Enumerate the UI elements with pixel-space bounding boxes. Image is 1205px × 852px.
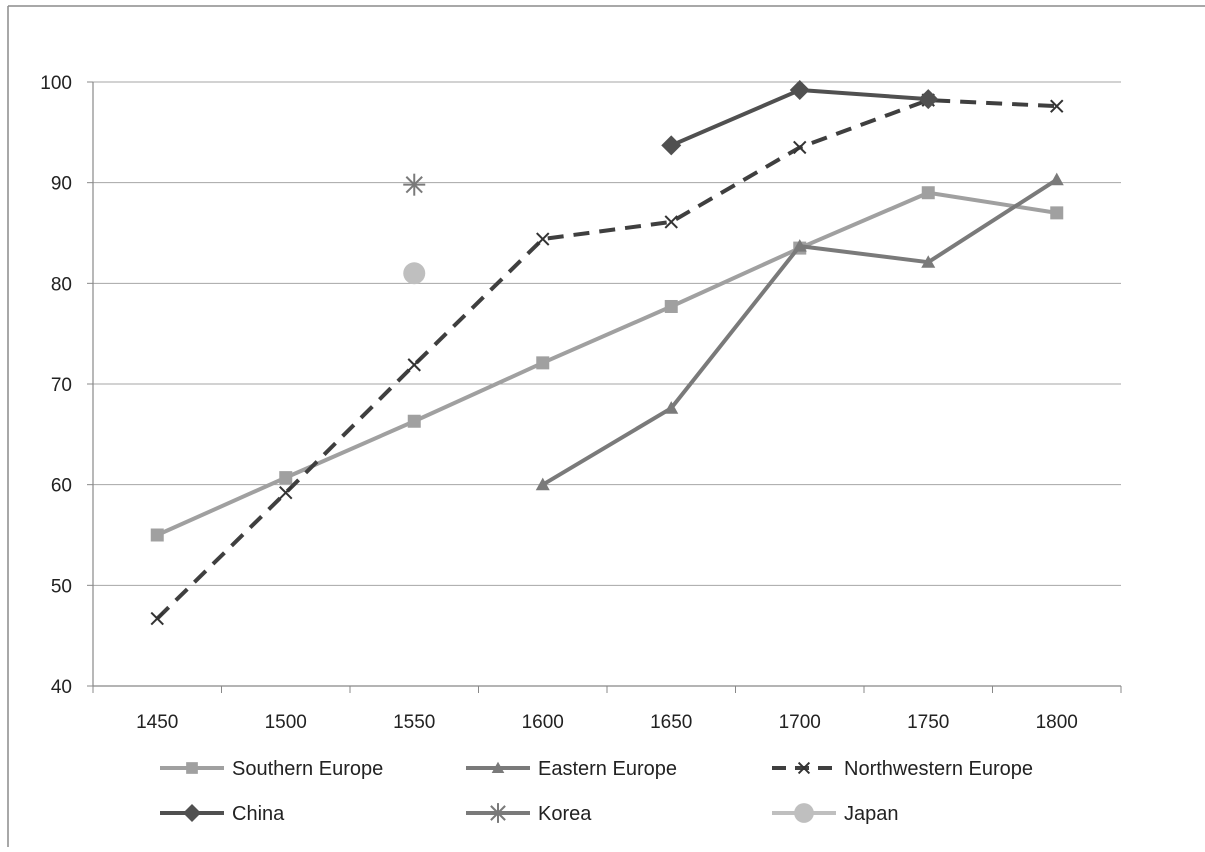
legend-label: Northwestern Europe xyxy=(844,758,1033,780)
data-point-china xyxy=(789,80,810,101)
legend-label: Korea xyxy=(538,803,592,825)
data-point-southern-europe xyxy=(1050,206,1064,220)
data-point-northwestern-europe xyxy=(664,215,678,229)
data-point-southern-europe xyxy=(536,356,550,370)
legend-marker xyxy=(186,762,198,774)
legend-label: China xyxy=(232,803,285,825)
data-point-northwestern-europe xyxy=(793,140,807,155)
data-point-eastern-europe xyxy=(535,477,550,491)
series-line-eastern-europe xyxy=(541,177,1058,487)
data-point-northwestern-europe xyxy=(407,358,421,372)
x-tick-label: 1800 xyxy=(1036,712,1078,733)
legend-marker xyxy=(183,804,201,822)
data-point-eastern-europe xyxy=(664,401,679,414)
y-tick-label: 60 xyxy=(51,476,72,497)
x-tick-label: 1500 xyxy=(265,712,307,733)
legend-item-korea: Korea xyxy=(466,803,592,825)
data-point-northwestern-europe xyxy=(1050,99,1064,113)
data-point-eastern-europe xyxy=(921,255,936,268)
series-line-southern-europe xyxy=(156,190,1058,537)
legend-label: Eastern Europe xyxy=(538,758,677,780)
legend-marker xyxy=(794,803,814,823)
legend-item-eastern-europe: Eastern Europe xyxy=(466,758,677,780)
legend-label: Southern Europe xyxy=(232,758,383,780)
data-point-northwestern-europe xyxy=(279,486,293,500)
data-point-southern-europe xyxy=(150,528,164,542)
legend-marker xyxy=(797,761,811,775)
legend-marker xyxy=(488,803,508,823)
y-tick-label: 80 xyxy=(51,274,72,295)
data-point-northwestern-europe xyxy=(150,611,164,626)
data-point-china xyxy=(661,135,682,156)
data-point-southern-europe xyxy=(279,471,293,485)
data-point-southern-europe xyxy=(664,299,678,313)
legend-item-china: China xyxy=(160,803,285,825)
y-tick-label: 90 xyxy=(51,174,72,195)
legend-item-japan: Japan xyxy=(772,803,899,825)
legend-label: Japan xyxy=(844,803,899,825)
data-point-southern-europe xyxy=(407,414,421,428)
data-point-china xyxy=(918,89,939,110)
y-tick-label: 100 xyxy=(40,73,72,94)
data-point-southern-europe xyxy=(921,186,935,200)
data-point-northwestern-europe xyxy=(536,232,550,246)
legend-item-northwestern-europe: Northwestern Europe xyxy=(772,758,1033,780)
y-tick-label: 50 xyxy=(51,576,72,597)
data-point-eastern-europe xyxy=(1049,172,1064,186)
x-tick-label: 1450 xyxy=(136,712,178,733)
data-point-korea xyxy=(403,173,426,196)
y-tick-label: 70 xyxy=(51,375,72,396)
series-line-northwestern-europe xyxy=(155,98,1057,620)
x-tick-label: 1750 xyxy=(907,712,949,733)
x-tick-label: 1550 xyxy=(393,712,435,733)
data-point-eastern-europe xyxy=(792,239,807,252)
data-point-japan xyxy=(403,262,426,285)
legend-marker xyxy=(491,761,505,774)
x-tick-label: 1700 xyxy=(779,712,821,733)
y-tick-label: 40 xyxy=(51,677,72,698)
legend-item-southern-europe: Southern Europe xyxy=(160,758,383,780)
x-tick-label: 1600 xyxy=(522,712,564,733)
x-tick-label: 1650 xyxy=(650,712,692,733)
